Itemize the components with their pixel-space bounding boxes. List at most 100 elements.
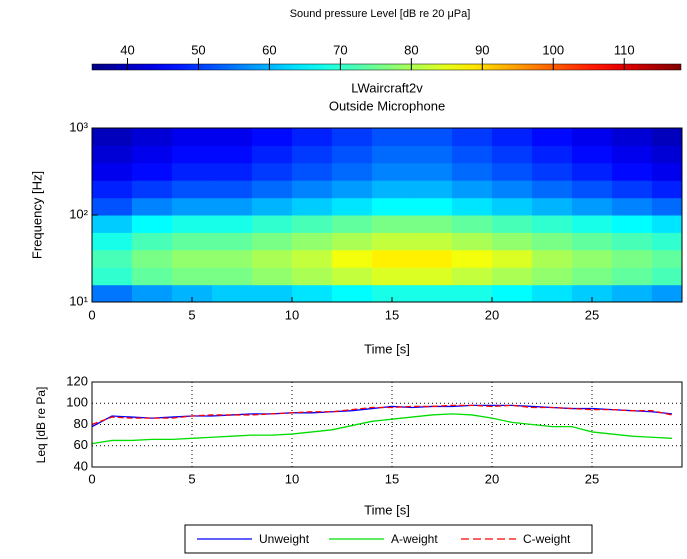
heatmap-cell <box>412 249 453 268</box>
heatmap-cell <box>292 249 333 268</box>
x-tick-label: 10 <box>285 471 299 486</box>
legend-label: Unweight <box>259 532 310 546</box>
heatmap-cell <box>252 145 293 164</box>
heatmap-cell <box>92 267 133 286</box>
heatmap-cell <box>532 162 573 181</box>
series-line <box>92 404 673 426</box>
y-tick-label: 60 <box>74 437 88 452</box>
heatmap-cell <box>212 162 253 181</box>
x-tick-label: 5 <box>188 307 195 322</box>
heatmap-cell <box>92 232 133 251</box>
heatmap-cell <box>612 197 653 216</box>
heatmap-cell <box>612 145 653 164</box>
heatmap-cell <box>212 197 253 216</box>
heatmap-cell <box>652 215 682 233</box>
heatmap-cell <box>292 145 333 164</box>
heatmap-cell <box>452 197 493 216</box>
heatmap-cell <box>372 249 413 268</box>
heatmap-cell <box>92 249 133 268</box>
heatmap-cell <box>92 128 133 146</box>
y-tick-label: 10² <box>69 206 88 221</box>
heatmap-cell <box>652 197 682 216</box>
heatmap-cell <box>332 215 373 233</box>
x-axis-label: Time [s] <box>364 341 410 356</box>
heatmap-cell <box>652 162 682 181</box>
heatmap-cell <box>492 215 533 233</box>
heatmap-cell <box>412 197 453 216</box>
x-tick-label: 20 <box>485 307 499 322</box>
x-tick-label: 20 <box>485 471 499 486</box>
heatmap-cell <box>572 249 613 268</box>
heatmap-cell <box>452 215 493 233</box>
heatmap-cell <box>572 145 613 164</box>
heatmap-cell <box>332 145 373 164</box>
heatmap-cell <box>212 215 253 233</box>
heatmap-cell <box>452 267 493 286</box>
heatmap-cell <box>292 180 333 199</box>
heatmap-cell <box>292 284 333 302</box>
heatmap-cell <box>212 128 253 146</box>
heatmap-cell <box>332 249 373 268</box>
heatmap-cell <box>92 180 133 199</box>
heatmap-cell <box>372 197 413 216</box>
colorbar-tick-label: 100 <box>542 42 564 57</box>
heatmap-cell <box>172 267 213 286</box>
heatmap-cell <box>372 162 413 181</box>
legend-box <box>184 524 593 554</box>
heatmap-cell <box>492 284 533 302</box>
heatmap-cell <box>252 128 293 146</box>
y-tick-label: 100 <box>66 395 88 410</box>
colorbar <box>91 63 682 71</box>
heatmap-cell <box>492 197 533 216</box>
heatmap-cell <box>412 284 453 302</box>
heatmap-cell <box>612 267 653 286</box>
heatmap-cell <box>92 215 133 233</box>
heatmap-cell <box>612 232 653 251</box>
x-tick-label: 5 <box>188 471 195 486</box>
heatmap-cell <box>252 215 293 233</box>
heatmap-cell <box>172 128 213 146</box>
heatmap-cell <box>132 284 173 302</box>
legend-label: C-weight <box>523 532 571 546</box>
heatmap-cells <box>92 128 682 302</box>
heatmap-cell <box>492 180 533 199</box>
heatmap-cell <box>292 232 333 251</box>
heatmap-cell <box>92 284 133 302</box>
heatmap-cell <box>252 180 293 199</box>
heatmap-cell <box>532 284 573 302</box>
heatmap-cell <box>372 267 413 286</box>
lines <box>92 404 673 445</box>
heatmap-cell <box>212 232 253 251</box>
heatmap-cell <box>572 232 613 251</box>
y-tick-label: 120 <box>66 373 88 388</box>
colorbar-tick-label: 60 <box>262 42 276 57</box>
heatmap-cell <box>292 128 333 146</box>
heatmap-cell <box>492 232 533 251</box>
x-tick-label: 0 <box>88 471 95 486</box>
heatmap-cell <box>452 162 493 181</box>
heatmap-cell <box>452 284 493 302</box>
heatmap-cell <box>372 284 413 302</box>
heatmap-cell <box>492 249 533 268</box>
heatmap-cell <box>212 267 253 286</box>
heatmap-cell <box>292 197 333 216</box>
heatmap-cell <box>612 215 653 233</box>
heatmap-cell <box>652 249 682 268</box>
heatmap-cell <box>132 215 173 233</box>
heatmap-cell <box>612 128 653 146</box>
heatmap-cell <box>292 267 333 286</box>
y-tick-label: 40 <box>74 458 88 473</box>
heatmap-cell <box>212 180 253 199</box>
heatmap-cell <box>132 180 173 199</box>
heatmap-cell <box>372 232 413 251</box>
heatmap-cell <box>572 180 613 199</box>
heatmap-cell <box>612 162 653 181</box>
heatmap-cell <box>92 145 133 164</box>
colorbar-tick-label: 110 <box>614 42 635 57</box>
heatmap-cell <box>372 180 413 199</box>
heatmap-cell <box>652 284 682 302</box>
heatmap-cell <box>572 215 613 233</box>
heatmap-cell <box>452 232 493 251</box>
heatmap-cell <box>652 180 682 199</box>
heatmap-cell <box>532 215 573 233</box>
